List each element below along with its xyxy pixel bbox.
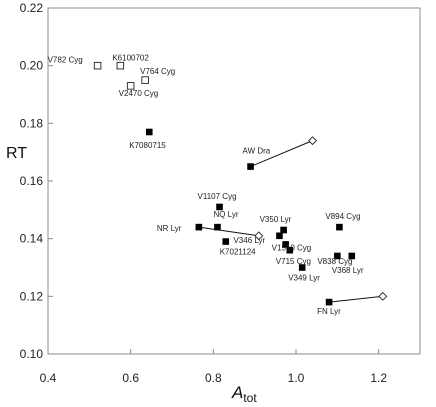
connector-line — [198, 226, 259, 237]
marker-open-diamond — [308, 136, 317, 146]
marker-filled-square — [325, 298, 333, 306]
y-tick-label: 0.12 — [20, 289, 44, 303]
marker-filled-square — [336, 223, 343, 231]
point-label: NQ Lyr — [213, 210, 238, 219]
marker-filled-square — [145, 128, 153, 136]
x-tick-label: 1.0 — [288, 371, 305, 385]
x-axis-title-subscript: tot — [243, 391, 257, 405]
marker-filled-square — [222, 238, 230, 245]
marker-open-diamond — [378, 291, 388, 301]
axes: 0.4 0.6 0.8 1.0 1.2 0.10 0.12 0.14 0.16 0.18 0.20 0… — [20, 1, 421, 385]
y-tick-label: 0.14 — [20, 232, 44, 246]
point-label: V1107 Cyg — [198, 192, 237, 201]
x-tick-label: 1.2 — [370, 371, 387, 385]
point-label: V894 Cyg — [325, 212, 360, 221]
point-label: K7021124 — [220, 248, 256, 257]
marker-filled-square — [276, 232, 283, 240]
marker-filled-square — [348, 252, 356, 260]
marker-filled-square — [247, 163, 254, 170]
point-labels: V782 Cyg K6100702 V764 Cyg V2470 Cyg K708071… — [48, 54, 364, 316]
connector-lines — [198, 140, 383, 303]
point-label: K6100702 — [112, 54, 149, 63]
point-label: K7080715 — [129, 141, 166, 150]
x-axis-title: Atot — [231, 383, 257, 405]
marker-open-square — [93, 61, 102, 70]
point-label: V346 Lyr — [233, 236, 265, 245]
marker-filled-square — [286, 246, 294, 254]
point-label: V715 Cyg — [276, 257, 311, 266]
data-markers — [93, 61, 388, 306]
point-label: V782 Cyg — [48, 56, 83, 65]
point-label: V2470 Cyg — [119, 89, 159, 98]
marker-open-square — [141, 76, 149, 84]
point-label: V350 Lyr — [260, 215, 292, 224]
point-label: FN Lyr — [317, 307, 341, 316]
marker-filled-square — [298, 264, 306, 271]
marker-filled-square — [216, 203, 223, 211]
y-tick-label: 0.22 — [20, 1, 44, 15]
marker-open-square — [126, 82, 135, 90]
point-label: V349 Lyr — [288, 274, 320, 283]
y-tick-label: 0.18 — [20, 116, 44, 130]
y-tick-label: 0.10 — [20, 347, 44, 361]
point-label: NR Lyr — [157, 224, 182, 233]
y-axis-title: RT — [6, 145, 27, 162]
marker-open-diamond — [254, 231, 264, 241]
point-label: V1510 Cyg — [272, 243, 312, 252]
x-tick-label: 0.6 — [122, 371, 139, 385]
connector-line — [329, 295, 383, 303]
plot-frame — [47, 7, 421, 355]
x-axis-title-main: A — [231, 383, 243, 402]
y-tick-label: 0.20 — [20, 59, 44, 73]
point-label: V764 Cyg — [140, 67, 175, 76]
point-label: V838 Cyg — [317, 257, 352, 266]
marker-filled-square — [214, 223, 221, 231]
marker-filled-square — [282, 241, 289, 248]
point-label: V368 Lyr — [332, 266, 364, 275]
marker-filled-square — [195, 223, 203, 231]
marker-filled-square — [334, 252, 341, 260]
x-tick-label: 0.8 — [205, 371, 222, 385]
point-label: AW Dra — [243, 147, 271, 156]
connector-line — [250, 140, 313, 168]
x-tick-label: 0.4 — [40, 371, 57, 385]
marker-filled-square — [280, 226, 287, 234]
y-tick-label: 0.16 — [20, 174, 44, 188]
marker-open-square — [116, 61, 125, 70]
